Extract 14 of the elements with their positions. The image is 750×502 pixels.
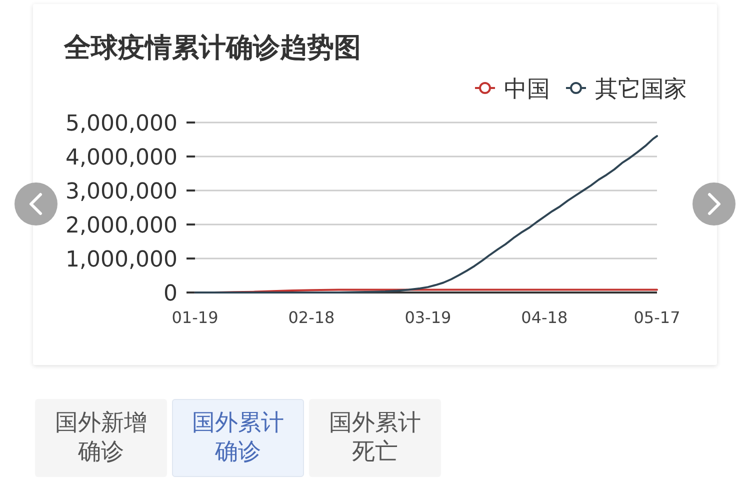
x-tick-label: 01-19 bbox=[172, 308, 218, 327]
x-tick-label: 04-18 bbox=[521, 308, 568, 327]
y-tick-label: 3,000,000 bbox=[66, 180, 178, 204]
y-tick-label: 5,000,000 bbox=[66, 112, 178, 136]
y-tick-label: 1,000,000 bbox=[66, 248, 178, 272]
x-tick-label: 05-17 bbox=[634, 308, 680, 327]
y-tick-label: 4,000,000 bbox=[66, 146, 178, 170]
y-tick-label: 2,000,000 bbox=[66, 214, 178, 238]
legend-label: 其它国家 bbox=[595, 76, 687, 102]
y-tick-label: 0 bbox=[164, 282, 178, 306]
legend-label: 中国 bbox=[504, 76, 550, 102]
x-tick-label: 02-18 bbox=[288, 308, 335, 327]
x-tick-label: 03-19 bbox=[404, 308, 452, 327]
title: 全球疫情累计确诊趋势图 bbox=[64, 32, 361, 64]
